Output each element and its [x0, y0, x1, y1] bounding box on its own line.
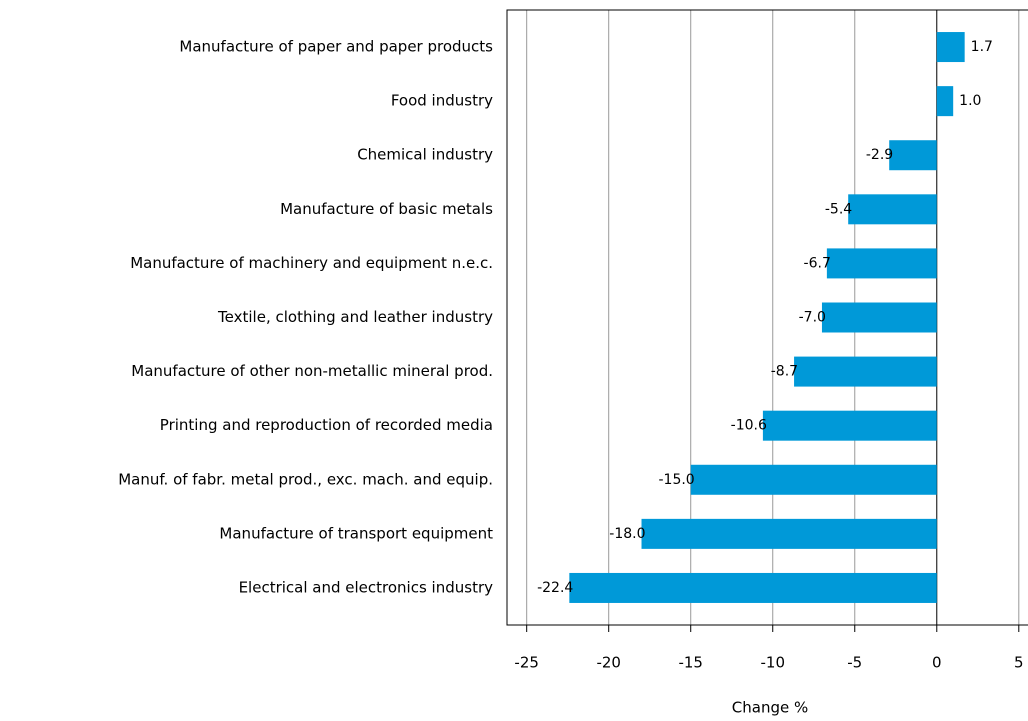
value-label: 1.7 [971, 39, 993, 55]
y-tick-label: Manufacture of machinery and equipment n… [130, 254, 493, 272]
bar [826, 248, 937, 279]
value-label: -15.0 [658, 472, 694, 488]
value-label: -6.7 [804, 255, 831, 271]
bar [641, 518, 937, 549]
y-tick-label: Manufacture of transport equipment [219, 524, 493, 542]
x-tick-label: -10 [760, 654, 785, 672]
value-label: 1.0 [959, 93, 981, 109]
value-label: -22.4 [537, 580, 573, 596]
bar [762, 410, 937, 441]
y-tick-label: Food industry [391, 92, 493, 110]
x-tick-label: 0 [932, 654, 942, 672]
x-tick-label: -5 [847, 654, 862, 672]
y-tick-label: Manufacture of other non-metallic minera… [131, 362, 493, 380]
y-tick-label: Printing and reproduction of recorded me… [160, 416, 493, 434]
y-tick-label: Manufacture of paper and paper products [179, 38, 493, 56]
bar [889, 140, 937, 171]
bar [936, 86, 954, 117]
y-tick-label: Textile, clothing and leather industry [217, 308, 493, 326]
bar [848, 194, 937, 225]
x-tick-label: -20 [596, 654, 621, 672]
value-label: -18.0 [609, 526, 645, 542]
x-tick-label: 5 [1014, 654, 1024, 672]
bar [794, 356, 937, 387]
bar [936, 32, 965, 63]
bar [690, 464, 937, 495]
value-label: -10.6 [731, 418, 767, 434]
value-label: -7.0 [799, 310, 826, 326]
plot-frame [506, 9, 1028, 626]
x-tick-label: -15 [678, 654, 703, 672]
x-axis-title: Change % [732, 699, 808, 717]
y-tick-label: Electrical and electronics industry [239, 578, 494, 596]
y-tick-label: Chemical industry [357, 146, 493, 164]
bar [569, 572, 937, 603]
y-tick-label: Manuf. of fabr. metal prod., exc. mach. … [118, 470, 493, 488]
value-label: -8.7 [771, 364, 798, 380]
value-label: -5.4 [825, 201, 852, 217]
y-tick-label: Manufacture of basic metals [280, 200, 493, 218]
x-tick-label: -25 [514, 654, 539, 672]
value-label: -2.9 [866, 147, 893, 163]
bar [821, 302, 937, 333]
